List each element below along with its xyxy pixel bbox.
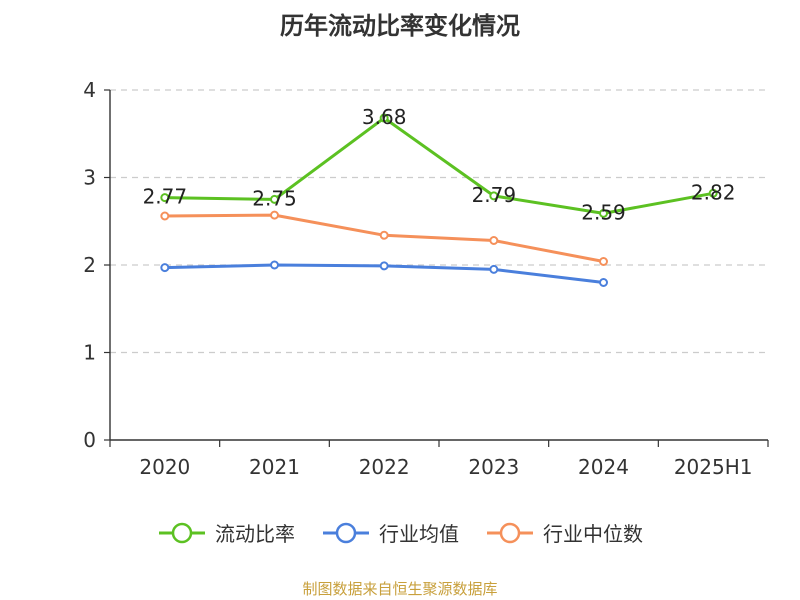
legend: 流动比率 行业均值 行业中位数 bbox=[0, 518, 800, 547]
axes: 0 1 2 3 4 2020 2021 2022 2023 2024 2025H1 bbox=[83, 78, 769, 479]
data-point bbox=[160, 211, 170, 221]
legend-marker-icon bbox=[487, 522, 533, 543]
series-line bbox=[164, 116, 714, 215]
series-lines bbox=[160, 113, 718, 287]
x-tick-label: 2023 bbox=[468, 455, 519, 479]
data-point bbox=[599, 278, 608, 287]
data-point bbox=[160, 193, 170, 203]
data-point bbox=[379, 230, 389, 240]
data-labels: 2.77 2.75 3.68 2.79 2.59 2.82 bbox=[143, 105, 736, 224]
data-label: 2.79 bbox=[472, 183, 517, 207]
y-tick-label: 0 bbox=[83, 428, 96, 452]
data-label: 2.59 bbox=[581, 200, 626, 224]
data-point bbox=[489, 264, 499, 274]
x-tick-label: 2024 bbox=[578, 455, 629, 479]
y-tick-label: 1 bbox=[83, 341, 96, 365]
data-label: 3.68 bbox=[362, 105, 407, 129]
legend-marker-icon bbox=[159, 522, 205, 543]
x-tick-label: 2025H1 bbox=[674, 455, 753, 479]
legend-label: 行业中位数 bbox=[543, 522, 643, 546]
data-point bbox=[379, 113, 389, 123]
grid-lines bbox=[110, 89, 768, 354]
legend-label: 行业均值 bbox=[379, 522, 459, 546]
data-point bbox=[270, 260, 279, 270]
chart-title: 历年流动比率变化情况 bbox=[280, 12, 520, 40]
data-point bbox=[160, 263, 170, 273]
data-point bbox=[708, 188, 718, 198]
legend-item[interactable]: 行业中位数 bbox=[485, 518, 643, 547]
data-point bbox=[270, 194, 279, 204]
data-label: 2.77 bbox=[143, 185, 188, 209]
legend-item[interactable]: 流动比率 bbox=[157, 518, 295, 547]
y-tick-label: 4 bbox=[83, 78, 96, 102]
legend-item[interactable]: 行业均值 bbox=[321, 518, 459, 547]
data-label: 2.75 bbox=[252, 186, 297, 210]
legend-label: 流动比率 bbox=[215, 522, 295, 546]
data-point bbox=[599, 257, 608, 266]
data-point bbox=[270, 210, 279, 220]
y-tick-label: 2 bbox=[83, 253, 96, 277]
data-label: 2.82 bbox=[691, 180, 736, 204]
data-point bbox=[379, 261, 389, 271]
x-tick-label: 2022 bbox=[359, 455, 410, 479]
legend-marker-icon bbox=[323, 522, 369, 543]
source-note: 制图数据来自恒生聚源数据库 bbox=[302, 580, 498, 598]
x-tick-label: 2021 bbox=[249, 455, 300, 479]
data-point bbox=[599, 208, 608, 218]
y-tick-label: 3 bbox=[83, 166, 96, 190]
x-tick-label: 2020 bbox=[139, 455, 190, 479]
data-point bbox=[489, 236, 499, 245]
data-point bbox=[489, 191, 499, 201]
